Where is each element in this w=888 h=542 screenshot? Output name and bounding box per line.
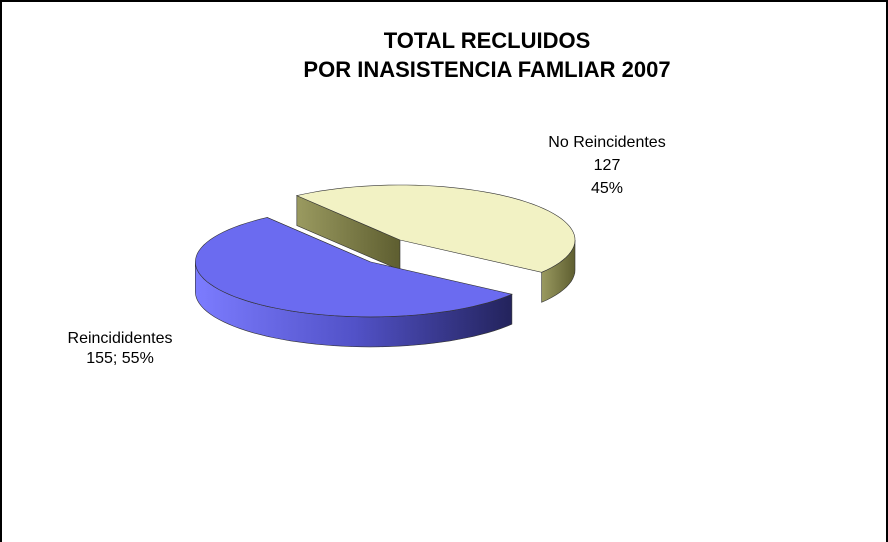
data-label-name: Reincididentes xyxy=(68,330,173,347)
pie-slice xyxy=(194,217,513,348)
data-label-line: 45% xyxy=(591,180,623,197)
chart-title: POR INASISTENCIA FAMLIAR 2007 xyxy=(303,57,670,82)
pie-slice xyxy=(295,184,576,303)
slice-top xyxy=(194,217,513,318)
data-label-name: No Reincidentes xyxy=(548,134,665,151)
data-label-value: 127 45% xyxy=(591,157,623,197)
slice-top xyxy=(295,184,576,273)
chart-title: TOTAL RECLUIDOS xyxy=(384,28,591,53)
data-label-line: 127 xyxy=(594,157,621,174)
data-label-value: 155; 55% xyxy=(86,350,154,367)
